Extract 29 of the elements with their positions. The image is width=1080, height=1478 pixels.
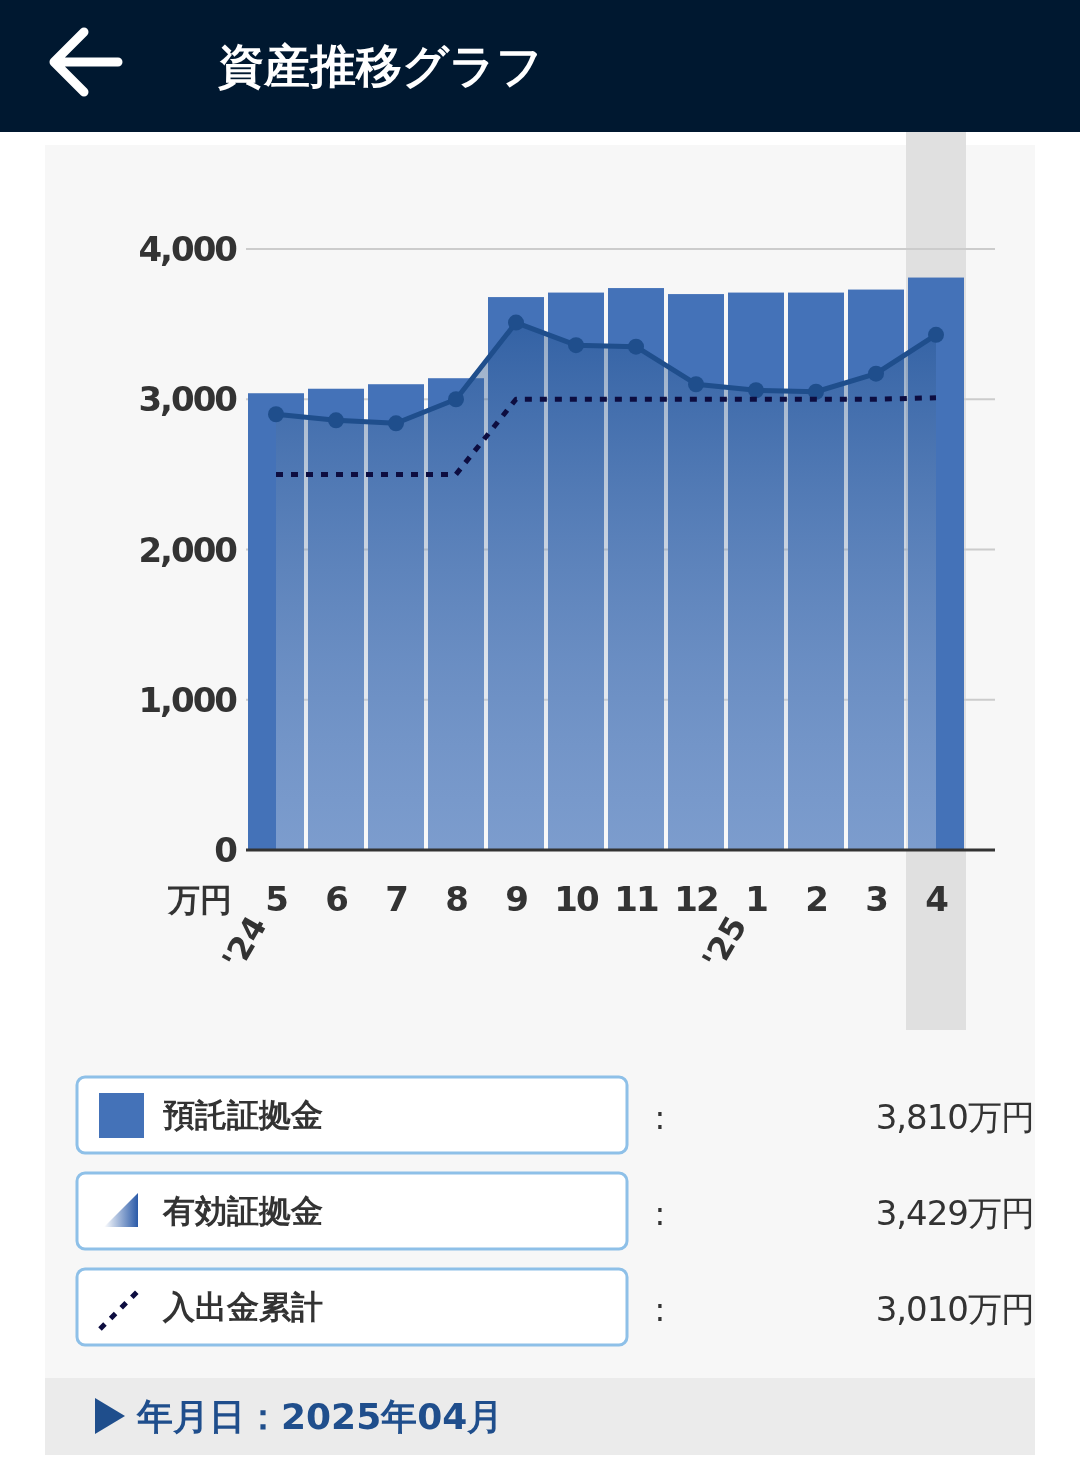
chart-title: 資産推移グラフ xyxy=(218,39,543,93)
x-tick-label: 1 xyxy=(745,879,768,919)
legend-label: 入出金累計 xyxy=(162,1288,323,1326)
x-tick-label: 8 xyxy=(445,879,468,919)
y-tick-label: 1,000 xyxy=(138,679,238,720)
text: 3,810万円 xyxy=(875,1097,1034,1137)
x-tick-label: 4 xyxy=(925,879,949,919)
x-tick-label: 3 xyxy=(865,879,887,919)
x-tick-label: 5 xyxy=(265,879,288,919)
legend-label: 預託証拠金 xyxy=(163,1096,323,1134)
x-tick-label: 11 xyxy=(614,879,658,919)
text: 年月日：2025年04月 xyxy=(136,1396,504,1437)
x-tick-label: 7 xyxy=(385,879,407,919)
legend-label: 有効証拠金 xyxy=(162,1192,323,1230)
text: : xyxy=(654,1195,666,1233)
y-tick-label: 4,000 xyxy=(138,229,238,269)
text: 3,429万円 xyxy=(875,1193,1034,1233)
y-tick-label: 3,000 xyxy=(138,379,238,420)
y-tick-label: 2,000 xyxy=(138,529,238,570)
x-tick-label: 6 xyxy=(325,879,348,919)
x-tick-label: 10 xyxy=(554,879,599,919)
text: : xyxy=(654,1099,666,1137)
y-tick-label: 0 xyxy=(214,830,238,870)
x-tick-label: 12 xyxy=(674,879,718,919)
y-axis-title: 万円 xyxy=(167,881,232,919)
x-tick-label: 9 xyxy=(505,879,528,919)
text: 3,010万円 xyxy=(875,1289,1034,1329)
x-tick-label: 2 xyxy=(805,879,827,919)
text: : xyxy=(654,1291,666,1329)
